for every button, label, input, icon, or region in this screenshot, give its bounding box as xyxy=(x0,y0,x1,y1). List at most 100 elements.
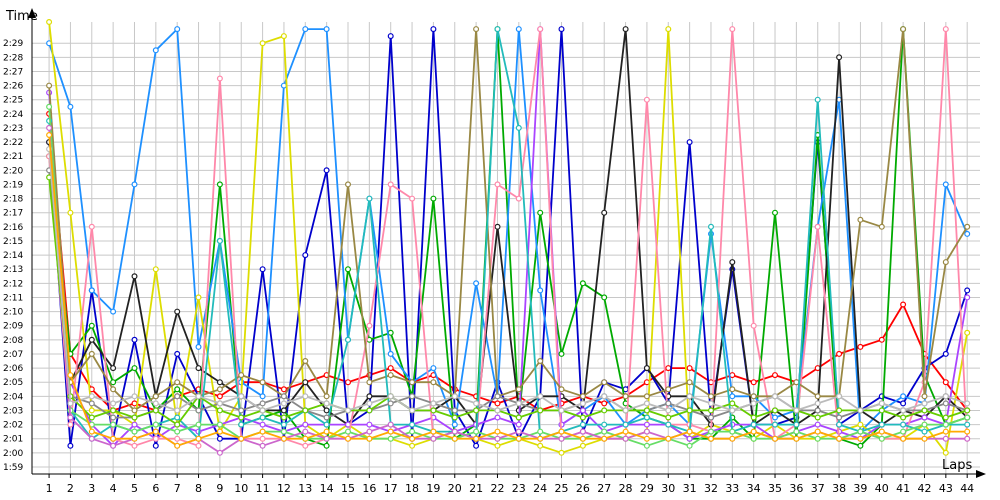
series-point xyxy=(131,435,138,442)
series-point xyxy=(857,421,864,428)
series-point xyxy=(280,414,287,421)
y-tick-label: 2:10 xyxy=(3,308,23,318)
series-point xyxy=(259,442,266,449)
series-point xyxy=(537,26,544,33)
x-tick-label: 27 xyxy=(597,482,611,495)
x-tick-label: 23 xyxy=(512,482,526,495)
series-point xyxy=(152,428,159,435)
series-point xyxy=(430,400,437,407)
series-point xyxy=(67,442,74,449)
x-axis-arrow-icon xyxy=(976,470,986,478)
series-point xyxy=(601,294,608,301)
series-point xyxy=(473,26,480,33)
series-point xyxy=(473,407,480,414)
series-point xyxy=(88,435,95,442)
series-point xyxy=(601,400,608,407)
x-tick-label: 32 xyxy=(704,482,718,495)
series-line-16 xyxy=(48,134,968,447)
y-tick-label: 2:13 xyxy=(3,265,23,275)
series-point xyxy=(750,435,757,442)
series-point xyxy=(387,372,394,379)
series-point xyxy=(921,407,928,414)
series-point xyxy=(473,442,480,449)
series-point xyxy=(387,33,394,40)
series-point xyxy=(686,365,693,372)
series-point xyxy=(409,379,416,386)
series-point xyxy=(345,407,352,414)
x-tick-label: 43 xyxy=(939,482,953,495)
series-point xyxy=(729,400,736,407)
series-point xyxy=(430,428,437,435)
series-point xyxy=(195,442,202,449)
series-point xyxy=(537,393,544,400)
series-point xyxy=(280,435,287,442)
series-point xyxy=(323,400,330,407)
series-point xyxy=(302,393,309,400)
x-tick-label: 22 xyxy=(490,482,504,495)
series-point xyxy=(174,421,181,428)
series-point xyxy=(857,428,864,435)
series-point xyxy=(174,442,181,449)
y-tick-label: 2:01 xyxy=(3,435,23,445)
series-line-14 xyxy=(48,177,968,426)
series-point xyxy=(174,308,181,315)
series-point xyxy=(152,435,159,442)
series-point xyxy=(686,393,693,400)
series-point xyxy=(195,343,202,350)
series-point xyxy=(921,428,928,435)
series-point xyxy=(259,414,266,421)
series-point xyxy=(323,442,330,449)
series-point xyxy=(750,414,757,421)
series-point xyxy=(942,379,949,386)
series-point xyxy=(814,96,821,103)
series-point xyxy=(622,407,629,414)
series-point xyxy=(366,379,373,386)
series-point xyxy=(665,26,672,33)
x-tick-label: 31 xyxy=(683,482,697,495)
series-point xyxy=(515,435,522,442)
series-line-9 xyxy=(48,28,968,412)
series-point xyxy=(643,414,650,421)
series-point xyxy=(259,40,266,47)
series-point xyxy=(110,442,117,449)
x-tick-label: 1 xyxy=(46,482,53,495)
series-point xyxy=(900,400,907,407)
series-point xyxy=(964,407,971,414)
series-point xyxy=(558,350,565,357)
series-point xyxy=(643,407,650,414)
series-point xyxy=(942,259,949,266)
series-point xyxy=(771,209,778,216)
series-point xyxy=(900,393,907,400)
series-point xyxy=(451,393,458,400)
series-point xyxy=(259,428,266,435)
series-point xyxy=(857,216,864,223)
y-tick-label: 2:28 xyxy=(3,53,23,63)
series-point xyxy=(366,322,373,329)
series-point xyxy=(323,421,330,428)
series-point xyxy=(451,421,458,428)
series-point xyxy=(942,393,949,400)
series-point xyxy=(174,26,181,33)
series-point xyxy=(409,428,416,435)
series-point xyxy=(814,435,821,442)
series-point xyxy=(387,329,394,336)
series-point xyxy=(643,428,650,435)
y-tick-label: 2:02 xyxy=(3,421,23,431)
series-point xyxy=(430,379,437,386)
x-tick-label: 44 xyxy=(960,482,974,495)
series-point xyxy=(88,393,95,400)
x-tick-label: 14 xyxy=(320,482,334,495)
series-point xyxy=(900,421,907,428)
series-point xyxy=(259,266,266,273)
y-tick-label: 2:11 xyxy=(3,293,23,303)
x-tick-label: 24 xyxy=(533,482,547,495)
series-point xyxy=(836,393,843,400)
series-point xyxy=(814,407,821,414)
series-point xyxy=(110,308,117,315)
y-tick-label: 2:12 xyxy=(3,279,23,289)
series-point xyxy=(131,400,138,407)
series-point xyxy=(686,428,693,435)
series-point xyxy=(814,400,821,407)
series-point xyxy=(515,124,522,131)
series-point xyxy=(195,435,202,442)
